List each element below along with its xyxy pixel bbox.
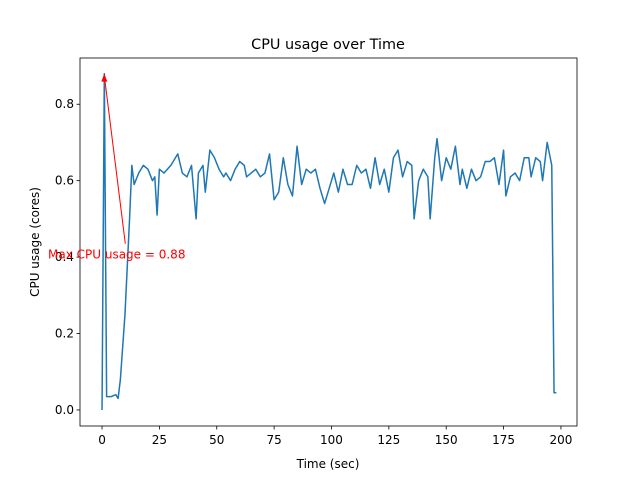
x-tick-label: 75 <box>266 433 281 447</box>
plot-frame <box>79 57 578 427</box>
y-tick-label: 0.0 <box>55 403 74 417</box>
y-tick-label: 0.4 <box>55 250 74 264</box>
x-tick-label: 150 <box>435 433 458 447</box>
y-tick-label: 0.8 <box>55 97 74 111</box>
chart-title: CPU usage over Time <box>251 37 405 53</box>
y-tick-label: 0.6 <box>55 174 74 188</box>
x-axis-label: Time (sec) <box>296 457 360 471</box>
x-tick-label: 100 <box>320 433 343 447</box>
annotation-text: Max CPU usage = 0.88 <box>48 248 185 262</box>
x-tick-label: 200 <box>549 433 572 447</box>
line <box>101 72 557 410</box>
x-tick-label: 0 <box>98 433 106 447</box>
annotation-arrowhead <box>101 73 108 82</box>
x-tick-label: 50 <box>209 433 224 447</box>
annotation-arrow <box>103 75 126 244</box>
y-axis-label: CPU usage (cores) <box>28 187 42 297</box>
x-tick-label: 25 <box>152 433 167 447</box>
y-tick-label: 0.2 <box>55 327 74 341</box>
x-tick-label: 175 <box>492 433 515 447</box>
x-tick-label: 125 <box>377 433 400 447</box>
